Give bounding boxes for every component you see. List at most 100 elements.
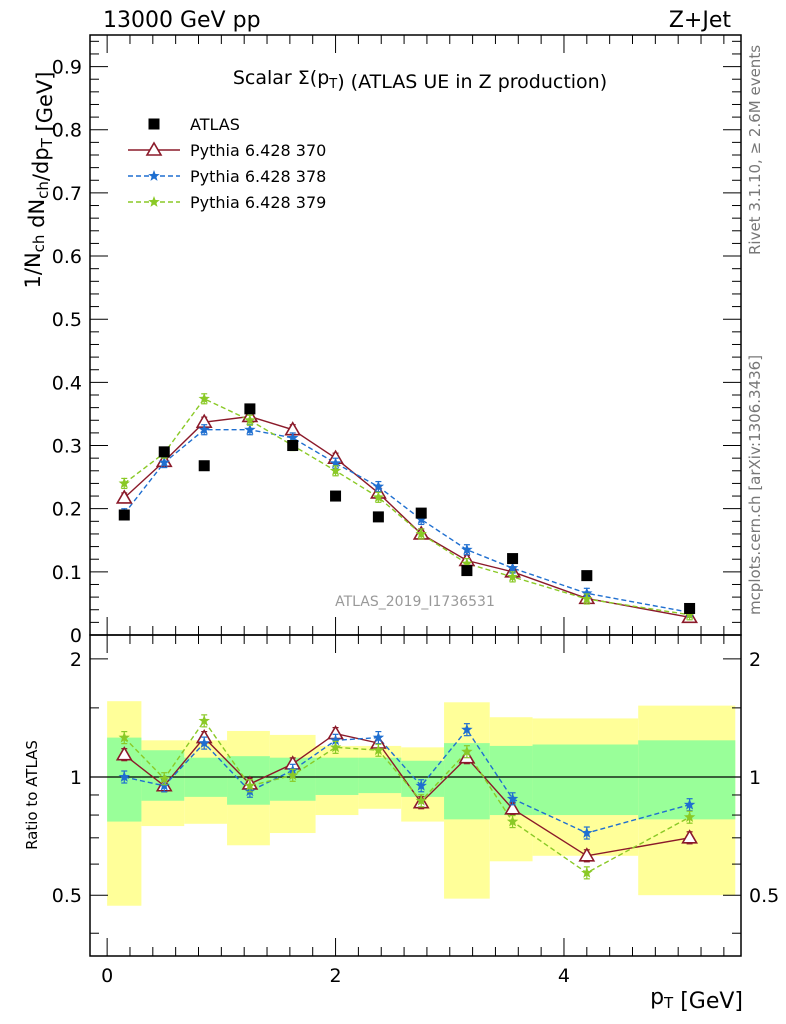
ratio-point-pythia-6-428-370	[504, 800, 521, 815]
ratio-point-pythia-6-428-378	[415, 779, 427, 791]
ratio-series-lines	[123, 719, 690, 874]
x-tick-label: 0	[101, 965, 113, 987]
data-point-pythia-6-428-378	[244, 423, 256, 435]
ratio-y-tick-label-right: 1	[749, 767, 761, 789]
main-y-tick-labels: 0 0.1 0.2 0.3 0.4 0.5 0.6 0.7 0.8 0.9	[52, 57, 82, 647]
data-point-atlas	[287, 440, 299, 452]
ratio-point-pythia-6-428-378	[118, 771, 130, 782]
data-point-pythia-6-428-378	[158, 456, 170, 468]
data-point-pythia-6-428-379	[244, 414, 256, 426]
ratio-point-pythia-6-428-378	[506, 792, 519, 804]
legend-label-pythia-6-428-379: Pythia 6.428 379	[190, 193, 326, 212]
data-point-pythia-6-428-379	[461, 557, 473, 569]
inner-band	[141, 750, 185, 801]
data-point-pythia-6-428-379	[581, 593, 593, 604]
ratio-line-pythia-6-428-378	[124, 728, 690, 834]
ratio-point-pythia-6-428-379	[118, 731, 130, 743]
main-y-tick-label: 0.9	[52, 57, 82, 79]
main-y-axis-label: 1/Nch dNch/dpT [GeV]	[21, 72, 57, 289]
main-y-tick-label: 0.1	[52, 562, 82, 584]
ratio-panel: 0.5 0.5 1 1 2 2 0 2 4	[52, 634, 779, 987]
data-point-pythia-6-428-378	[415, 513, 427, 525]
data-point-pythia-6-428-378	[461, 543, 473, 555]
ratio-point-pythia-6-428-378	[683, 798, 696, 810]
mcplots-label: mcplots.cern.ch [arXiv:1306.3436]	[746, 355, 764, 615]
ratio-series-markers	[115, 714, 698, 880]
ratio-point-pythia-6-428-379	[415, 794, 427, 806]
data-point-pythia-6-428-378	[287, 431, 299, 443]
ratio-point-pythia-6-428-378	[372, 731, 385, 743]
data-point-atlas	[507, 553, 519, 565]
x-axis-label: pT [GeV]	[650, 985, 743, 1014]
series-line-pythia-6-428-379	[123, 397, 690, 616]
x-tick-label: 4	[558, 965, 570, 987]
legend-label-atlas: ATLAS	[190, 115, 240, 134]
data-point-atlas	[198, 460, 210, 472]
inner-band	[401, 760, 445, 797]
legend-label-pythia-6-428-378: Pythia 6.428 378	[190, 167, 326, 186]
x-tick-labels: 0 2 4	[101, 965, 570, 987]
legend-marker-atlas	[148, 118, 160, 130]
data-point-pythia-6-428-379	[329, 464, 342, 476]
header-left: 13000 GeV pp	[103, 8, 261, 33]
main-y-tick-label: 0.6	[52, 246, 82, 268]
ratio-point-pythia-6-428-379	[244, 779, 256, 791]
ratio-line-pythia-6-428-379	[123, 719, 690, 874]
main-plot-frame	[89, 34, 742, 636]
ratio-plot-frame	[89, 634, 742, 957]
ratio-y-tick-label-right: 0.5	[749, 885, 779, 907]
inner-band	[358, 757, 402, 794]
ratio-line-pythia-6-428-370	[123, 732, 690, 857]
data-point-atlas	[415, 507, 427, 519]
data-point-pythia-6-428-379	[506, 570, 519, 582]
ratio-point-pythia-6-428-379	[287, 769, 299, 781]
ratio-point-pythia-6-428-379	[158, 772, 170, 784]
data-point-pythia-6-428-378	[506, 562, 519, 573]
main-series-markers	[115, 392, 698, 624]
main-y-tick-label: 0.8	[52, 120, 82, 142]
ratio-point-pythia-6-428-370	[115, 746, 133, 761]
ratio-y-axis-label: Ratio to ATLAS	[23, 740, 41, 850]
ratio-point-pythia-6-428-370	[578, 847, 596, 862]
inner-band	[532, 744, 639, 816]
data-point-pythia-6-428-378	[372, 480, 385, 492]
ratio-point-pythia-6-428-379	[581, 866, 593, 878]
data-point-pythia-6-428-379	[118, 477, 130, 489]
legend-marker-pythia-6-428-370	[145, 141, 163, 156]
ratio-point-pythia-6-428-379	[461, 745, 473, 757]
data-point-atlas	[461, 565, 473, 577]
data-point-pythia-6-428-370	[115, 489, 133, 504]
main-y-tick-label: 0.7	[52, 183, 82, 205]
data-point-pythia-6-428-379	[372, 491, 385, 503]
main-y-tick-label: 0.5	[52, 309, 82, 331]
ratio-ticks	[90, 635, 741, 956]
data-point-pythia-6-428-379	[198, 392, 210, 404]
main-series-lines	[123, 397, 690, 618]
data-point-atlas	[372, 511, 384, 523]
main-panel: 0 0.1 0.2 0.3 0.4 0.5 0.6 0.7 0.8 0.9 Scalar Σ(pT…	[52, 34, 742, 647]
data-point-pythia-6-428-378	[198, 423, 210, 435]
main-y-tick-label: 0.4	[52, 372, 82, 394]
data-point-pythia-6-428-378	[581, 587, 593, 599]
rivet-label: Rivet 3.1.10, ≥ 2.6M events	[746, 45, 764, 255]
header-right: Z+Jet	[669, 8, 732, 33]
data-point-pythia-6-428-378	[329, 457, 342, 469]
ratio-point-pythia-6-428-378	[581, 827, 593, 838]
series-line-pythia-6-428-378	[123, 429, 690, 613]
main-y-tick-label: 0.2	[52, 499, 82, 521]
data-point-atlas	[684, 602, 696, 614]
data-point-atlas	[330, 490, 342, 502]
series-line-pythia-6-428-370	[123, 415, 690, 618]
ratio-y-tick-label: 2	[70, 649, 82, 671]
data-point-pythia-6-428-379	[415, 527, 427, 539]
legend-label-pythia-6-428-370: Pythia 6.428 370	[190, 141, 326, 160]
data-point-atlas	[244, 403, 256, 415]
inner-band	[315, 757, 359, 795]
ratio-point-pythia-6-428-370	[681, 829, 698, 844]
ratio-point-pythia-6-428-379	[198, 714, 210, 726]
watermark: ATLAS_2019_I1736531	[335, 594, 495, 610]
ratio-point-pythia-6-428-379	[683, 811, 696, 823]
legend-marker-pythia-6-428-378	[148, 170, 160, 181]
ratio-point-pythia-6-428-378	[329, 734, 342, 746]
